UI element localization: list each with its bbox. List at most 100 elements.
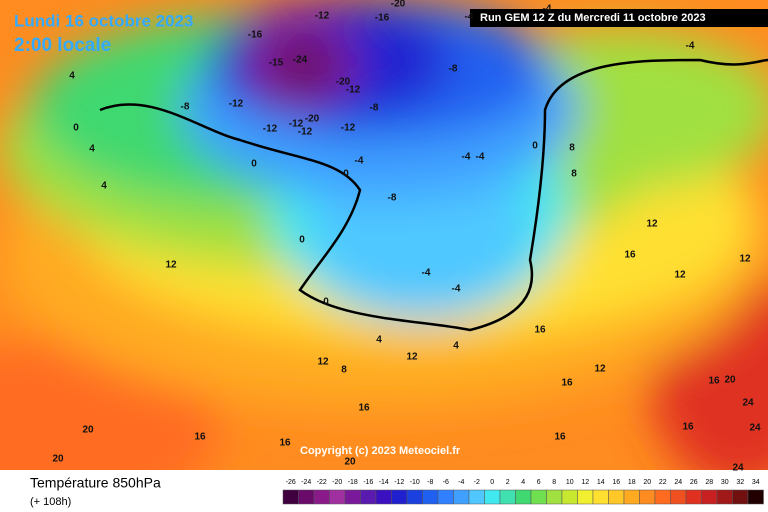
contour-label: 8 — [571, 169, 577, 180]
scale-swatch — [329, 489, 346, 505]
scale-swatch — [499, 489, 516, 505]
scale-label: 34 — [752, 479, 760, 486]
scale-swatch — [453, 489, 470, 505]
scale-swatch — [484, 489, 501, 505]
scale-swatch — [360, 489, 377, 505]
color-scale: -26 -24 -22 -20 -18 -16 -14 -12 -10 -8 -6 -4 -2 0 2 4 6 8… — [282, 479, 764, 505]
contour-label: 4 — [453, 341, 459, 352]
scale-swatch — [530, 489, 547, 505]
contour-label: -12 — [229, 99, 244, 110]
scale-label: 8 — [552, 479, 556, 486]
copyright: Copyright (c) 2023 Meteociel.fr — [300, 445, 461, 457]
contour-label: -4 — [465, 12, 474, 23]
scale-label: 6 — [537, 479, 541, 486]
scale-label: 24 — [674, 479, 682, 486]
contour-label: 16 — [624, 250, 636, 261]
contour-label: -20 — [391, 0, 406, 10]
scale-label: 30 — [721, 479, 729, 486]
contour-label: 4 — [101, 181, 107, 192]
scale-label: 10 — [566, 479, 574, 486]
scale-label: -12 — [394, 479, 404, 486]
scale-swatch — [282, 489, 299, 505]
contour-label: 16 — [358, 403, 370, 414]
contour-label: 0 — [299, 235, 305, 246]
contour-label: 0 — [532, 141, 538, 152]
scale-label: 18 — [628, 479, 636, 486]
date: Lundi 16 octobre 2023 — [14, 11, 194, 30]
scale-label: 12 — [581, 479, 589, 486]
contour-label: 16 — [561, 378, 573, 389]
footer-title: Température 850hPa — [30, 475, 161, 491]
scale-swatch — [561, 489, 578, 505]
contour-label: 8 — [341, 365, 347, 376]
scale-label: -8 — [427, 479, 433, 486]
scale-label: 0 — [490, 479, 494, 486]
scale-swatch — [375, 489, 392, 505]
contour-label: -20 — [305, 114, 320, 125]
contour-label: 0 — [323, 297, 329, 308]
contour-label: 16 — [194, 432, 206, 443]
contour-label: 4 — [89, 144, 95, 155]
contour-label: -4 — [462, 152, 471, 163]
contour-label: 16 — [554, 432, 566, 443]
contour-label: 20 — [52, 454, 64, 465]
scale-swatch — [623, 489, 640, 505]
contour-label: -4 — [476, 152, 485, 163]
scale-label: -16 — [363, 479, 373, 486]
contour-label: -8 — [388, 193, 397, 204]
scale-swatch — [670, 489, 687, 505]
contour-label: 12 — [594, 364, 606, 375]
contour-label: 12 — [406, 352, 418, 363]
contour-label: -20 — [336, 77, 351, 88]
scale-label: 4 — [521, 479, 525, 486]
scale-swatch — [298, 489, 315, 505]
contour-label: -12 — [341, 123, 356, 134]
scale-label: -6 — [443, 479, 449, 486]
contour-label: 24 — [732, 463, 744, 474]
contour-label: -8 — [449, 64, 458, 75]
contour-label: 20 — [344, 457, 356, 468]
scale-label: -22 — [317, 479, 327, 486]
scale-label: -20 — [332, 479, 342, 486]
contour-label: 12 — [317, 357, 329, 368]
scale-label: 14 — [597, 479, 605, 486]
contour-label: -12 — [263, 124, 278, 135]
contour-label: 24 — [749, 423, 761, 434]
contour-label: -12 — [289, 119, 304, 130]
contour-label: -4 — [422, 268, 431, 279]
scale-swatch — [654, 489, 671, 505]
contour-label: -4 — [355, 156, 364, 167]
contour-label: 12 — [646, 219, 658, 230]
contour-label: 20 — [82, 425, 94, 436]
scale-label: 22 — [659, 479, 667, 486]
contour-label: -4 — [452, 284, 461, 295]
scale-label: -26 — [286, 479, 296, 486]
contour-label: -16 — [248, 30, 263, 41]
lead-time: (+ 108h) — [30, 496, 71, 508]
run-info: Run GEM 12 Z du Mercredi 11 octobre 2023 — [480, 12, 706, 24]
contour-label: -4 — [543, 4, 552, 15]
contour-label: -8 — [370, 103, 379, 114]
scale-label: 20 — [643, 479, 651, 486]
scale-swatch — [639, 489, 656, 505]
contour-label: 0 — [73, 123, 79, 134]
contour-label: -4 — [686, 41, 695, 52]
contour-label: -16 — [375, 13, 390, 24]
scale-swatch — [701, 489, 718, 505]
scale-swatch — [391, 489, 408, 505]
contour-label: -15 — [269, 58, 284, 69]
contour-label: 16 — [708, 376, 720, 387]
scale-swatch — [468, 489, 485, 505]
scale-label: -10 — [410, 479, 420, 486]
run-banner — [470, 9, 768, 27]
scale-label: -4 — [458, 479, 464, 486]
contour-label: 4 — [69, 71, 75, 82]
contour-label: -8 — [181, 102, 190, 113]
scale-swatch — [313, 489, 330, 505]
scale-swatch — [716, 489, 733, 505]
contour-label: 12 — [739, 254, 751, 265]
scale-swatch — [406, 489, 423, 505]
scale-label: 28 — [705, 479, 713, 486]
